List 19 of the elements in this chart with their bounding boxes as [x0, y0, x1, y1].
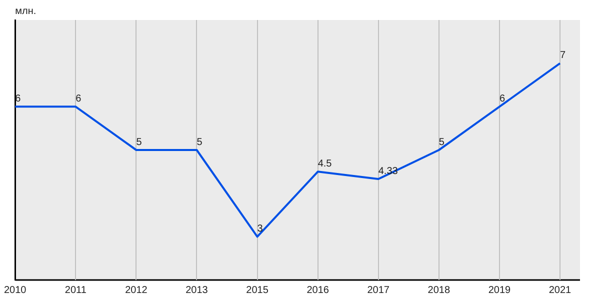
data-label: 6 — [499, 93, 506, 104]
x-tick-label: 2021 — [548, 284, 572, 296]
data-label: 5 — [136, 136, 142, 148]
x-tick-label: 2016 — [306, 284, 330, 296]
x-tick-label: 2019 — [488, 284, 512, 296]
x-tick-label: 2011 — [64, 284, 87, 296]
y-axis-title: млн. — [15, 6, 36, 17]
x-tick-label: 2010 — [4, 284, 27, 296]
x-tick-label: 2017 — [367, 284, 390, 296]
data-label: 4.5 — [318, 158, 332, 170]
data-label: 7 — [560, 50, 566, 62]
data-label: 3 — [257, 223, 264, 234]
x-tick-label: 2012 — [125, 284, 148, 296]
data-label: 6 — [76, 93, 82, 104]
data-label: 5 — [438, 136, 445, 148]
x-tick-label: 2018 — [428, 284, 450, 296]
x-tick-label: 2013 — [186, 284, 208, 296]
data-label: 5 — [196, 136, 203, 148]
x-tick-label: 2015 — [246, 284, 269, 296]
